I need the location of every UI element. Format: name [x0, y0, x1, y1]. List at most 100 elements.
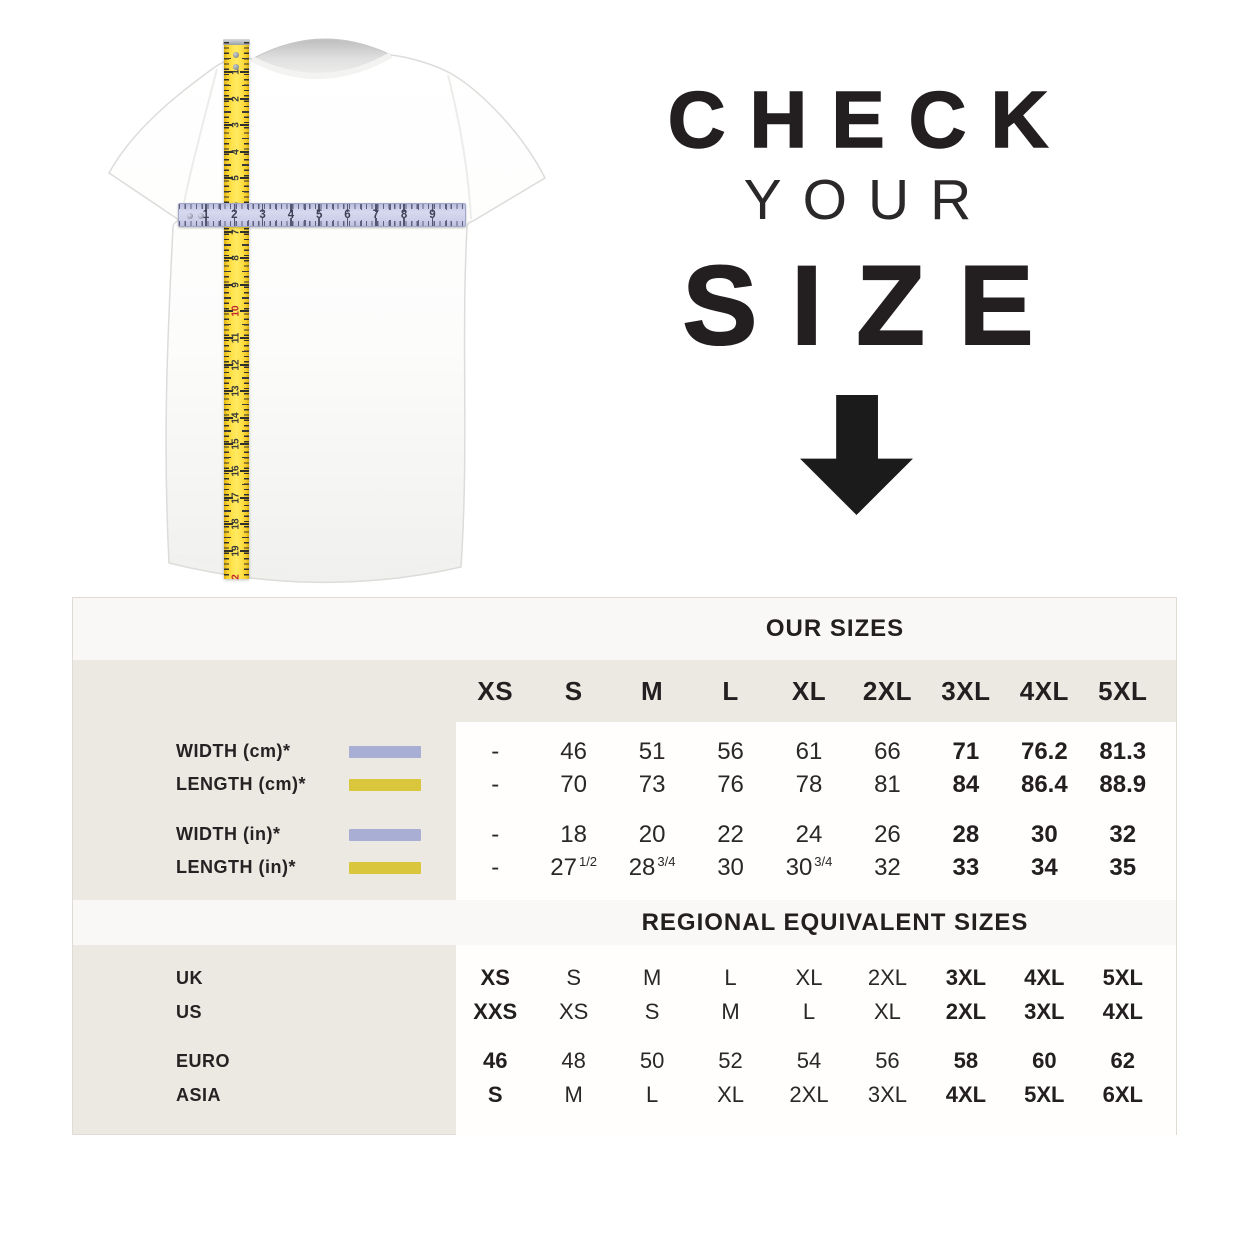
size-cell: 60	[1005, 1044, 1083, 1078]
row-label: ASIA	[176, 1084, 222, 1105]
tape-half-tick	[224, 430, 231, 432]
ruler-half-tick	[332, 204, 335, 210]
tape-major-tick	[224, 337, 233, 339]
size-cell: 28	[927, 818, 1005, 851]
size-cell: 58	[927, 1044, 1005, 1078]
size-column-header: 3XL	[927, 660, 1005, 722]
data-row: - 18 20 22 24 26 28 30 32	[456, 818, 1162, 851]
tape-number: 13	[230, 385, 242, 397]
size-value: 4XL	[1024, 965, 1065, 990]
size-cell: 4XL	[1084, 995, 1162, 1029]
tape-major-tick	[240, 71, 249, 73]
size-column-header: 4XL	[1005, 660, 1083, 722]
ruler-major-tick	[403, 204, 405, 212]
size-value: 3XL	[867, 1082, 908, 1107]
tape-half-tick	[224, 377, 231, 379]
size-cell: 32	[848, 851, 926, 884]
headline-your: YOUR	[743, 168, 993, 232]
size-cell: M	[613, 961, 691, 995]
size-cell: XXS	[456, 995, 534, 1029]
row-gap	[73, 1029, 456, 1044]
size-cell: M	[534, 1078, 612, 1112]
tape-major-tick	[240, 257, 249, 260]
size-value: 4XL	[945, 1082, 987, 1107]
ruler-major-tick	[375, 218, 377, 226]
ruler-major-tick	[431, 218, 434, 226]
size-cell: 28 3/4	[613, 851, 691, 884]
size-cell: 22	[691, 818, 769, 851]
data-row: - 46 51 56 61 66 71 76.2 81.3	[456, 735, 1162, 768]
row-label-row: US	[73, 995, 456, 1029]
size-cell: 3XL	[1005, 995, 1083, 1029]
size-value: 54	[796, 1048, 822, 1073]
size-cell: 76.2	[1005, 735, 1083, 768]
size-column-label: XL	[791, 675, 827, 706]
fraction-value: 1/2	[578, 853, 598, 869]
tape-major-tick	[224, 310, 233, 313]
size-value: 26	[874, 820, 901, 848]
size-cell: 70	[534, 768, 612, 801]
size-value: 30	[717, 853, 744, 881]
tape-major-tick	[224, 496, 233, 499]
tape-half-tick	[224, 297, 231, 299]
tshirt-hem-shadow	[174, 553, 458, 575]
size-value: L	[724, 965, 737, 990]
size-cell: XL	[770, 961, 848, 995]
ruler-major-tick	[205, 218, 207, 226]
size-value: 76.2	[1020, 737, 1068, 765]
size-cell: 2XL	[770, 1078, 848, 1112]
tape-major-tick	[240, 150, 249, 153]
length-color-swatch	[349, 778, 421, 791]
ruler-half-tick	[332, 220, 335, 226]
our-sizes-section: WIDTH (cm)* LENGTH (cm)* WIDTH (in)* LENGTH…	[73, 722, 1176, 900]
ruler-rivet	[187, 213, 193, 219]
tape-metal-tip	[223, 39, 250, 45]
size-cell: 26	[848, 818, 926, 851]
ruler-half-tick	[276, 220, 278, 226]
tape-major-tick	[224, 443, 233, 446]
tape-number: 5	[230, 175, 242, 182]
ruler-half-tick	[389, 204, 391, 210]
row-label: UK	[176, 967, 203, 988]
size-value: 51	[638, 737, 666, 765]
tape-half-tick	[242, 483, 249, 486]
size-value: 78	[795, 770, 823, 798]
ruler-half-tick	[219, 204, 221, 210]
size-value: 18	[560, 820, 587, 848]
size-value: M	[564, 1082, 583, 1107]
tape-half-tick	[224, 536, 231, 539]
row-label: EURO	[176, 1050, 231, 1071]
tshirt-body	[108, 54, 546, 584]
tape-major-tick	[224, 549, 233, 552]
size-value: 62	[1110, 1048, 1135, 1073]
ruler-number: 5	[315, 208, 323, 221]
size-cell: 2XL	[927, 995, 1005, 1029]
regional-band: REGIONAL EQUIVALENT SIZES	[73, 900, 1176, 945]
size-value: XL	[717, 1082, 744, 1107]
size-column-label: M	[641, 675, 664, 706]
fraction-value: 3/4	[814, 853, 833, 869]
size-value: 30	[1030, 820, 1058, 848]
size-cell: XL	[691, 1078, 769, 1112]
size-cell: -	[456, 851, 534, 884]
tape-half-tick	[242, 57, 249, 60]
data-row: - 27 1/2 28 3/4 30 30 3/4 32 33 34 35	[456, 851, 1162, 884]
tape-number: 9	[230, 282, 242, 288]
vertical-tape-measure: 123456789101112131415161718192	[223, 39, 250, 580]
size-cell: 62	[1084, 1044, 1162, 1078]
ruler-ticks-top	[179, 204, 465, 209]
tape-half-tick	[242, 536, 249, 539]
tshirt-image	[108, 38, 546, 584]
tape-half-tick	[224, 403, 231, 406]
tape-half-tick	[224, 137, 231, 140]
row-gap	[456, 1029, 1162, 1044]
size-value: 56	[717, 737, 744, 765]
row-label-row: LENGTH (in)*	[73, 851, 456, 884]
tape-major-tick	[240, 177, 249, 180]
size-header-row: XS S M L XL 2XL 3XL 4XL 5XL	[73, 660, 1176, 722]
size-cell: 86.4	[1005, 768, 1083, 801]
size-cell: 81.3	[1084, 735, 1162, 768]
tape-major-tick	[240, 337, 249, 339]
tape-major-tick	[240, 496, 249, 499]
